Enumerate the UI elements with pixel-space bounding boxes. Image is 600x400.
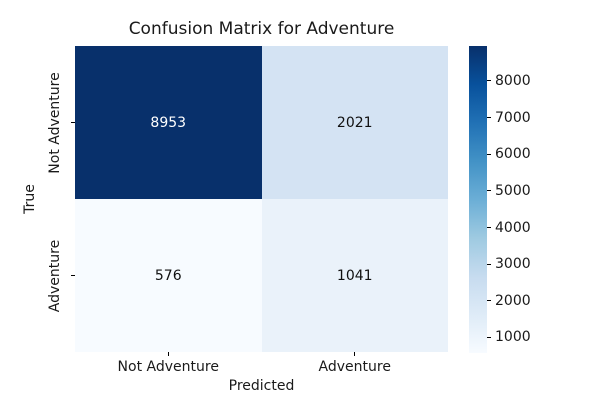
colorbar — [469, 46, 487, 353]
heatmap-grid: 8953 2021 576 1041 — [75, 46, 448, 352]
colorbar-tick-label: 2000 — [495, 292, 531, 309]
y-tick-mark — [71, 275, 75, 276]
colorbar-tick-mark — [487, 80, 491, 82]
colorbar-tick-mark — [487, 190, 491, 192]
chart-title: Confusion Matrix for Adventure — [128, 19, 395, 39]
heatmap-cell: 8953 — [75, 46, 262, 199]
colorbar-tick-mark — [487, 300, 491, 302]
x-axis-label: Predicted — [228, 378, 295, 394]
y-axis-label: True — [22, 184, 38, 214]
heatmap-cell: 1041 — [261, 199, 448, 352]
colorbar-tick-label: 7000 — [495, 109, 531, 126]
colorbar-tick-label: 3000 — [495, 256, 531, 273]
y-tick-label: Not Adventure — [47, 71, 63, 174]
y-tick-label: Adventure — [47, 239, 63, 312]
colorbar-tick-label: 6000 — [495, 146, 531, 163]
colorbar-tick-mark — [487, 263, 491, 265]
x-tick-mark — [167, 352, 169, 356]
x-tick-mark — [354, 352, 356, 356]
colorbar-tick-mark — [487, 227, 491, 229]
x-tick-label: Not Adventure — [117, 359, 219, 375]
x-tick-label: Adventure — [318, 359, 391, 375]
colorbar-tick-label: 8000 — [495, 72, 531, 89]
colorbar-tick-mark — [487, 153, 491, 155]
y-tick-mark — [71, 122, 75, 123]
colorbar-tick-mark — [487, 117, 491, 119]
colorbar-tick-label: 1000 — [495, 329, 531, 346]
colorbar-tick-label: 4000 — [495, 219, 531, 236]
heatmap-cell: 2021 — [261, 46, 448, 199]
heatmap-cell: 576 — [75, 199, 262, 352]
colorbar-tick-label: 5000 — [495, 182, 531, 199]
colorbar-tick-mark — [487, 336, 491, 338]
